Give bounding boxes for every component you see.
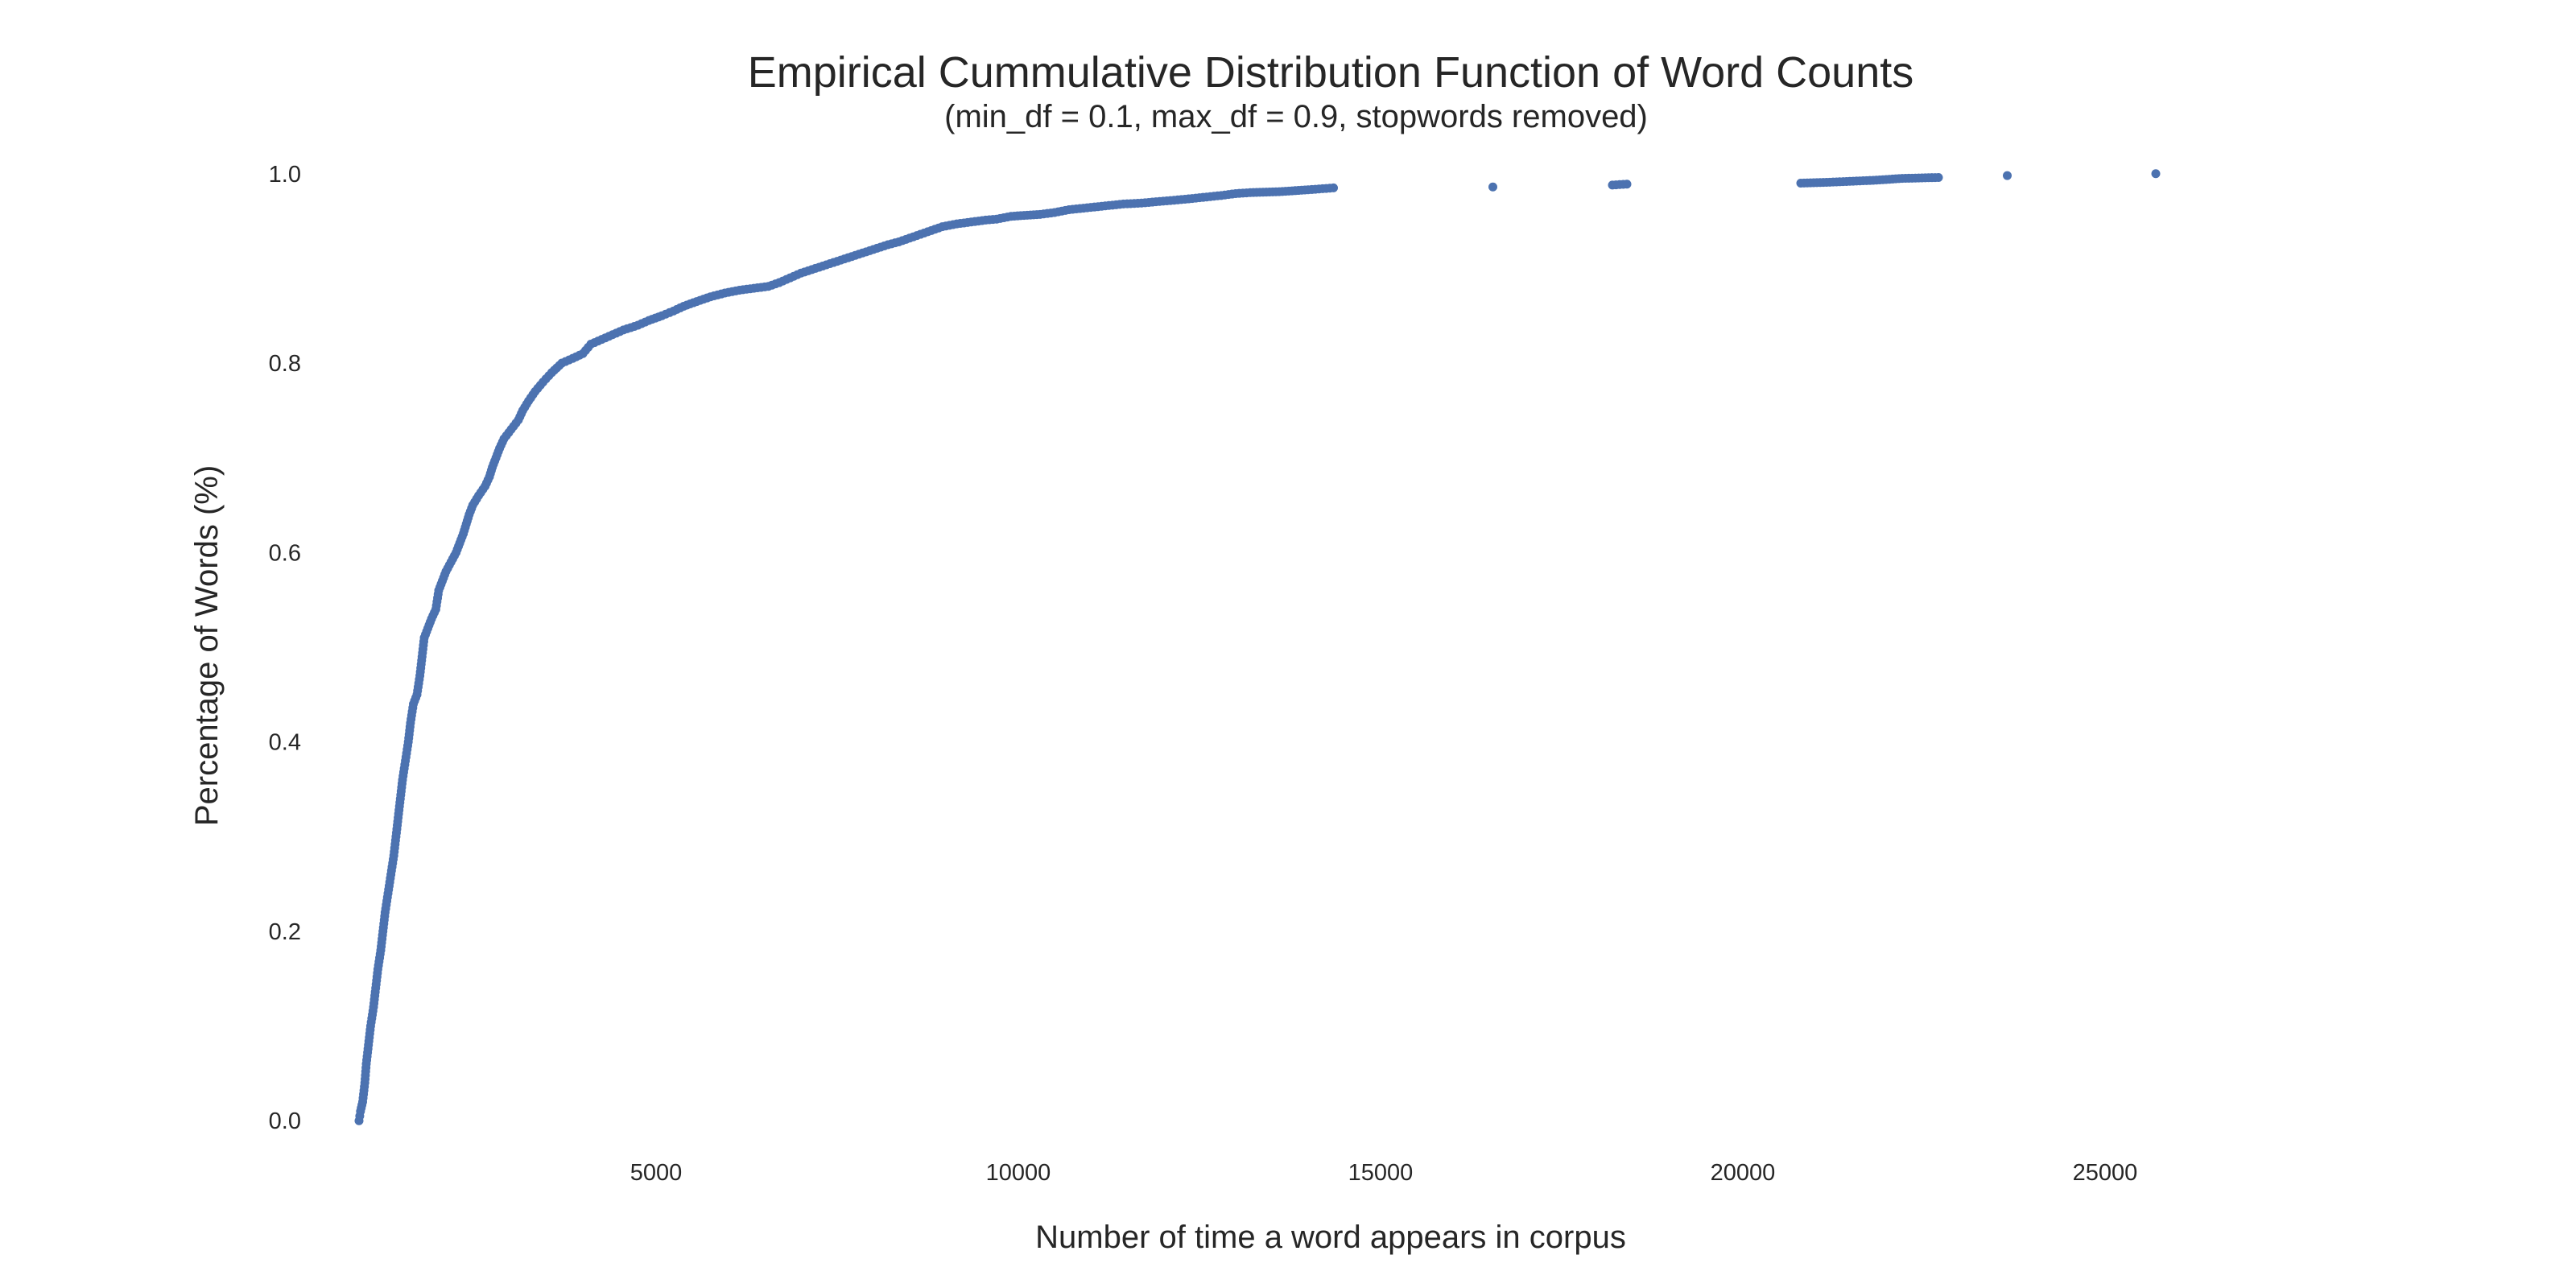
x-axis-ticks: 5000 10000 15000 20000 25000: [630, 1160, 2138, 1186]
x-tick-label: 20000: [1711, 1160, 1776, 1186]
y-tick-label: 1.0: [269, 162, 301, 188]
data-point: [2151, 169, 2161, 179]
chart-subtitle: (min_df = 0.1, max_df = 0.9, stopwords r…: [944, 99, 1648, 134]
y-axis-ticks: 0.0 0.2 0.4 0.6 0.8 1.0: [269, 162, 301, 1134]
x-tick-label: 5000: [630, 1160, 683, 1186]
y-tick-label: 0.8: [269, 351, 301, 377]
x-tick-label: 15000: [1348, 1160, 1414, 1186]
x-tick-label: 25000: [2073, 1160, 2138, 1186]
chart-title: Empirical Cummulative Distribution Funct…: [748, 48, 1914, 97]
data-point: [1934, 172, 1943, 182]
x-tick-label: 10000: [986, 1160, 1051, 1186]
y-tick-label: 0.0: [269, 1108, 301, 1134]
data-point: [1488, 182, 1497, 192]
y-tick-label: 0.2: [269, 919, 301, 945]
data-point: [1329, 183, 1338, 192]
data-points: [354, 169, 2161, 1125]
y-tick-label: 0.6: [269, 540, 301, 566]
y-axis-label: Percentage of Words (%): [189, 465, 225, 826]
y-tick-label: 0.4: [269, 730, 301, 756]
x-axis-label: Number of time a word appears in corpus: [1035, 1220, 1626, 1255]
data-point: [2003, 171, 2012, 180]
data-point: [1622, 180, 1632, 189]
